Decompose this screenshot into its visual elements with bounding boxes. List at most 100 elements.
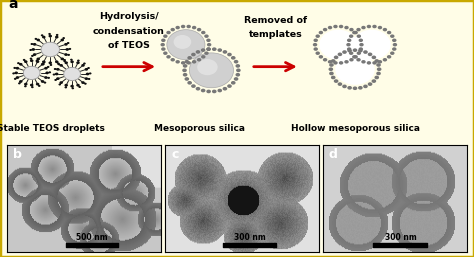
Circle shape <box>191 84 196 88</box>
Circle shape <box>70 60 74 63</box>
Circle shape <box>32 48 35 51</box>
Circle shape <box>57 63 60 65</box>
Circle shape <box>329 63 334 67</box>
Circle shape <box>161 39 165 42</box>
Circle shape <box>58 84 61 86</box>
Circle shape <box>36 60 39 63</box>
Circle shape <box>376 72 381 75</box>
Text: a: a <box>9 0 18 11</box>
Circle shape <box>356 51 361 55</box>
Circle shape <box>337 52 342 56</box>
Circle shape <box>63 60 66 62</box>
Circle shape <box>84 83 87 85</box>
Circle shape <box>352 55 356 59</box>
Circle shape <box>353 30 391 60</box>
Circle shape <box>359 43 364 47</box>
Circle shape <box>181 61 185 65</box>
Circle shape <box>201 31 206 34</box>
Circle shape <box>231 56 236 60</box>
Circle shape <box>46 71 49 74</box>
Circle shape <box>201 89 205 92</box>
Circle shape <box>44 81 46 84</box>
Circle shape <box>368 52 373 56</box>
Circle shape <box>372 79 376 83</box>
Circle shape <box>84 77 88 80</box>
Circle shape <box>184 77 189 81</box>
Circle shape <box>335 54 375 85</box>
Circle shape <box>349 28 354 31</box>
Circle shape <box>236 64 240 68</box>
Circle shape <box>192 26 196 29</box>
Circle shape <box>390 51 394 55</box>
Circle shape <box>313 43 317 47</box>
Circle shape <box>383 28 387 31</box>
Circle shape <box>160 43 165 47</box>
Text: Mesoporous silica: Mesoporous silica <box>155 124 246 133</box>
Circle shape <box>319 55 323 59</box>
Circle shape <box>368 82 373 86</box>
Circle shape <box>15 71 18 74</box>
Circle shape <box>72 87 74 89</box>
Circle shape <box>206 47 211 51</box>
Circle shape <box>236 73 240 77</box>
Text: c: c <box>171 148 179 161</box>
Circle shape <box>196 87 201 90</box>
Circle shape <box>344 60 349 63</box>
Circle shape <box>64 67 81 81</box>
Circle shape <box>392 47 396 51</box>
Circle shape <box>189 53 234 88</box>
Circle shape <box>41 63 45 66</box>
Circle shape <box>184 60 189 63</box>
Circle shape <box>339 25 343 28</box>
Circle shape <box>201 48 205 52</box>
Text: 300 nm: 300 nm <box>385 233 417 242</box>
Circle shape <box>43 61 46 63</box>
Circle shape <box>76 61 80 64</box>
Circle shape <box>24 60 27 63</box>
Circle shape <box>64 59 66 61</box>
Circle shape <box>89 72 91 75</box>
Circle shape <box>64 43 68 46</box>
Circle shape <box>372 56 376 59</box>
Text: Hydrolysis/: Hydrolysis/ <box>99 12 159 21</box>
Text: 500 nm: 500 nm <box>76 233 108 242</box>
Circle shape <box>88 78 91 80</box>
Circle shape <box>16 67 19 70</box>
Circle shape <box>64 61 68 64</box>
Circle shape <box>12 72 15 75</box>
Circle shape <box>372 25 377 28</box>
Circle shape <box>191 53 196 56</box>
Circle shape <box>163 51 168 55</box>
Circle shape <box>50 64 52 66</box>
Circle shape <box>55 60 58 63</box>
Circle shape <box>47 77 50 79</box>
Text: Stable TEOS droplets: Stable TEOS droplets <box>0 124 105 133</box>
Circle shape <box>30 58 32 60</box>
Circle shape <box>55 72 58 75</box>
Circle shape <box>331 59 336 63</box>
Circle shape <box>319 30 357 60</box>
Circle shape <box>358 49 363 52</box>
Circle shape <box>361 26 366 29</box>
Circle shape <box>313 47 318 51</box>
Circle shape <box>48 61 52 64</box>
Circle shape <box>218 48 222 52</box>
Circle shape <box>356 34 361 38</box>
Circle shape <box>81 81 85 84</box>
Circle shape <box>201 55 206 59</box>
Circle shape <box>42 63 45 65</box>
Circle shape <box>328 26 332 29</box>
Circle shape <box>57 62 60 65</box>
Circle shape <box>83 62 86 65</box>
Circle shape <box>35 38 37 40</box>
Circle shape <box>356 58 361 61</box>
Circle shape <box>392 43 397 47</box>
Circle shape <box>223 87 227 90</box>
Circle shape <box>48 35 52 38</box>
Circle shape <box>44 67 48 70</box>
Circle shape <box>356 28 361 31</box>
Circle shape <box>81 64 85 67</box>
Circle shape <box>33 43 36 46</box>
Circle shape <box>197 59 218 75</box>
Circle shape <box>64 86 67 88</box>
